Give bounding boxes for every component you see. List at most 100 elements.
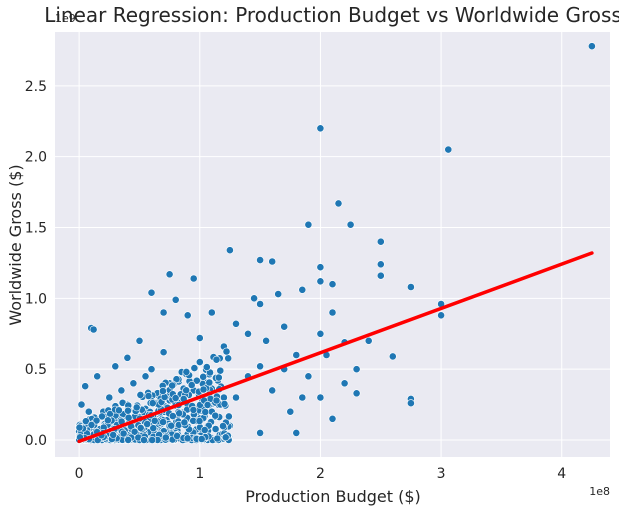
x-tick-label: 3 (437, 466, 446, 482)
data-point (214, 373, 223, 382)
data-point (135, 336, 144, 345)
data-point (149, 424, 158, 433)
data-point (268, 386, 277, 395)
data-point (250, 294, 258, 303)
data-point (93, 372, 102, 381)
data-point (123, 353, 132, 362)
data-point (182, 367, 191, 376)
data-point (224, 354, 233, 363)
data-point (316, 263, 325, 272)
data-point (220, 399, 229, 408)
data-point (316, 329, 325, 338)
data-point (388, 352, 397, 361)
x-tick-label: 0 (75, 466, 84, 482)
data-point (189, 405, 198, 414)
data-point (224, 412, 233, 421)
data-point (219, 422, 227, 430)
data-point (256, 300, 264, 308)
data-point (262, 336, 270, 345)
data-point (159, 418, 167, 426)
data-point (222, 347, 231, 356)
data-point (158, 387, 167, 395)
data-point (199, 372, 208, 381)
y-tick-label: 2.5 (25, 79, 47, 95)
data-point (182, 386, 191, 395)
data-point (444, 145, 453, 154)
data-point (150, 416, 159, 425)
data-point (376, 260, 385, 269)
data-point (111, 362, 120, 371)
data-point (376, 237, 385, 246)
y-offset-label: 1e9 (55, 12, 76, 25)
data-point (192, 376, 201, 385)
data-point (225, 246, 234, 255)
grid-lines (55, 32, 610, 457)
data-point (172, 375, 181, 384)
data-point (316, 277, 325, 286)
data-point (202, 363, 211, 371)
data-point (168, 412, 177, 420)
data-point (256, 362, 264, 371)
regression-line (77, 251, 594, 444)
data-point (143, 420, 152, 428)
data-point (159, 348, 168, 357)
data-point (105, 393, 114, 402)
regression-line-layer (77, 251, 594, 444)
data-point (148, 399, 157, 408)
data-point (292, 428, 301, 437)
y-tick-label: 0.0 (25, 433, 47, 449)
data-point (92, 416, 101, 425)
data-point (144, 392, 153, 400)
data-point (256, 428, 264, 437)
data-point (232, 319, 240, 328)
data-point (147, 288, 156, 297)
data-point (268, 257, 277, 266)
data-point (183, 434, 192, 443)
data-point (165, 270, 174, 279)
data-point (141, 372, 150, 381)
y-tick-label: 1.5 (25, 221, 47, 237)
data-point (376, 271, 385, 280)
data-point (328, 414, 337, 423)
x-tick-label: 2 (316, 466, 325, 482)
data-point (197, 435, 206, 443)
x-tick-labels: 0 1 2 3 4 (75, 466, 567, 482)
data-point (298, 285, 307, 294)
x-axis-label: Production Budget ($) (245, 487, 421, 506)
data-point (136, 390, 145, 399)
data-point (119, 429, 128, 438)
data-point (280, 322, 289, 331)
data-point (205, 378, 214, 387)
chart-title: Linear Regression: Production Budget vs … (44, 3, 619, 27)
y-tick-label: 2.0 (25, 150, 47, 166)
data-point (168, 381, 177, 390)
data-point (437, 311, 445, 320)
data-point (104, 416, 112, 425)
data-point (212, 396, 221, 405)
data-point (334, 199, 343, 208)
data-point (298, 393, 307, 402)
data-point (195, 417, 204, 425)
data-point (75, 423, 84, 432)
data-point (406, 283, 415, 291)
data-point (87, 420, 96, 429)
data-point (129, 379, 138, 388)
data-point (171, 394, 180, 402)
data-point (190, 364, 199, 372)
data-point (316, 124, 325, 133)
data-point (232, 393, 240, 402)
data-point (256, 256, 264, 264)
data-point (221, 433, 230, 442)
data-point (195, 334, 204, 342)
data-point (136, 423, 145, 432)
x-tick-label: 1 (195, 466, 204, 482)
data-point (199, 385, 208, 394)
data-point (304, 220, 313, 229)
data-point (115, 406, 123, 415)
x-offset-label: 1e8 (589, 485, 610, 498)
data-point (140, 436, 148, 444)
data-point (213, 434, 222, 443)
data-point (98, 412, 106, 421)
data-point (82, 417, 90, 426)
data-point (132, 403, 141, 412)
